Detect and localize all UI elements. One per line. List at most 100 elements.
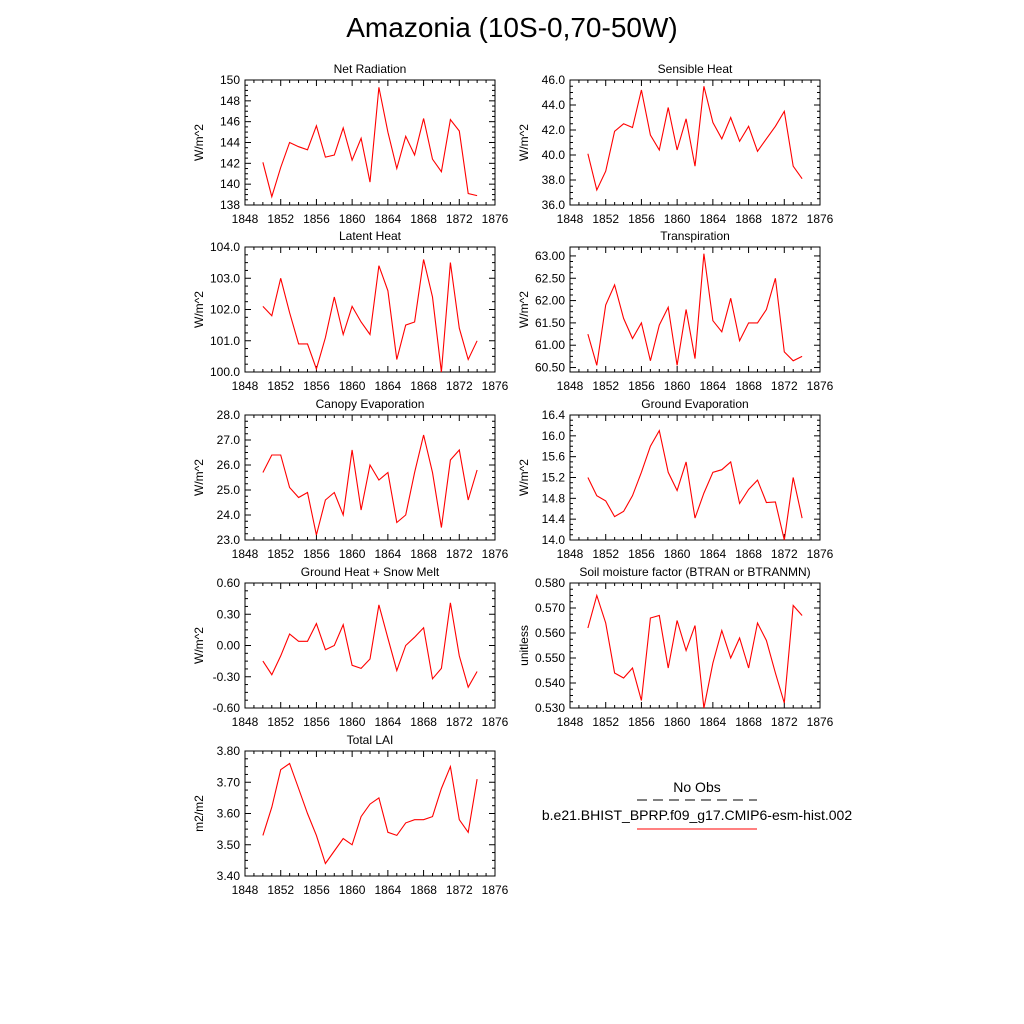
x-tick-label: 1876 xyxy=(807,212,834,226)
plot-frame xyxy=(569,582,821,709)
y-tick-label: 140 xyxy=(220,177,240,191)
panel-title: Ground Evaporation xyxy=(641,397,748,411)
x-tick-label: 1872 xyxy=(446,379,473,393)
panel-title: Latent Heat xyxy=(339,229,402,243)
panel-6: Ground Evaporation W/m^2 14.0 14.4 14.8 15.2 1… xyxy=(517,397,834,561)
x-tick-label: 1876 xyxy=(807,379,834,393)
x-tick-label: 1868 xyxy=(410,883,437,897)
x-tick-label: 1864 xyxy=(375,212,402,226)
x-tick-label: 1860 xyxy=(339,883,366,897)
panel-title: Canopy Evaporation xyxy=(316,397,425,411)
plot-frame xyxy=(569,79,821,206)
x-tick-label: 1860 xyxy=(664,379,691,393)
series-line xyxy=(262,762,478,865)
y-tick-label: 15.2 xyxy=(542,471,566,485)
y-axis-label: W/m^2 xyxy=(517,291,531,328)
x-tick-label: 1848 xyxy=(557,547,584,561)
y-axis-label: W/m^2 xyxy=(517,124,531,161)
x-tick-label: 1856 xyxy=(303,379,330,393)
y-tick-label: 62.50 xyxy=(535,271,565,285)
panel-1: Net Radiation W/m^2 138 140 142 144 146 148 150 1… xyxy=(192,62,509,226)
x-tick-label: 1872 xyxy=(446,547,473,561)
y-tick-label: 42.0 xyxy=(542,123,566,137)
panel-title: Sensible Heat xyxy=(658,62,733,76)
y-tick-label: 44.0 xyxy=(542,98,566,112)
panel-3: Latent Heat W/m^2 100.0 101.0 102.0 103.0 104.… xyxy=(192,229,509,393)
x-tick-label: 1856 xyxy=(628,715,655,729)
series-line xyxy=(587,593,803,709)
y-tick-label: 3.50 xyxy=(217,838,241,852)
series-line xyxy=(587,253,803,366)
x-tick-label: 1860 xyxy=(664,715,691,729)
y-tick-label: 142 xyxy=(220,156,240,170)
panel-2: Sensible Heat W/m^2 36.0 38.0 40.0 42.0 44.0 46… xyxy=(517,62,834,226)
y-tick-label: 63.00 xyxy=(535,249,565,263)
x-tick-label: 1860 xyxy=(339,379,366,393)
x-tick-label: 1864 xyxy=(700,379,727,393)
x-tick-label: 1852 xyxy=(267,883,294,897)
x-tick-label: 1868 xyxy=(410,547,437,561)
panel-title: Total LAI xyxy=(347,733,394,747)
x-tick-label: 1860 xyxy=(339,547,366,561)
x-tick-label: 1872 xyxy=(446,883,473,897)
figure-title: Amazonia (10S-0,70-50W) xyxy=(346,12,678,43)
x-tick-label: 1876 xyxy=(482,212,509,226)
x-tick-label: 1860 xyxy=(339,715,366,729)
panel-title: Ground Heat + Snow Melt xyxy=(301,565,440,579)
x-tick-label: 1852 xyxy=(267,547,294,561)
y-tick-label: 38.0 xyxy=(542,173,566,187)
y-tick-label: 61.50 xyxy=(535,316,565,330)
x-tick-label: 1868 xyxy=(735,715,762,729)
panel-9: Total LAI m2/m2 3.40 3.50 3.60 3.70 3.80 1848 18… xyxy=(192,733,509,897)
x-tick-label: 1860 xyxy=(339,212,366,226)
x-tick-label: 1868 xyxy=(410,379,437,393)
x-tick-label: 1852 xyxy=(267,379,294,393)
y-tick-label: 3.60 xyxy=(217,807,241,821)
x-tick-label: 1864 xyxy=(375,379,402,393)
x-tick-label: 1864 xyxy=(700,715,727,729)
x-tick-label: 1852 xyxy=(592,715,619,729)
x-tick-label: 1864 xyxy=(375,547,402,561)
y-tick-label: 62.00 xyxy=(535,294,565,308)
x-tick-label: 1868 xyxy=(735,379,762,393)
legend-model: b.e21.BHIST_BPRP.f09_g17.CMIP6-esm-hist.… xyxy=(497,807,897,823)
y-tick-label: 100.0 xyxy=(210,365,240,379)
x-tick-label: 1848 xyxy=(557,379,584,393)
y-tick-label: 23.0 xyxy=(217,533,241,547)
y-tick-label: 103.0 xyxy=(210,271,240,285)
y-tick-label: 46.0 xyxy=(542,73,566,87)
series-line xyxy=(587,429,803,541)
plot-frame xyxy=(244,414,496,541)
x-tick-label: 1852 xyxy=(267,212,294,226)
x-tick-label: 1876 xyxy=(807,547,834,561)
y-tick-label: -0.30 xyxy=(213,670,241,684)
panel-7: Ground Heat + Snow Melt W/m^2 -0.60 -0.30 0.… xyxy=(192,565,509,729)
x-tick-label: 1852 xyxy=(592,547,619,561)
y-axis-label: m2/m2 xyxy=(192,795,206,832)
x-tick-label: 1860 xyxy=(664,547,691,561)
y-tick-label: 0.550 xyxy=(535,651,565,665)
y-axis-label: W/m^2 xyxy=(192,459,206,496)
x-tick-label: 1848 xyxy=(557,212,584,226)
series-line xyxy=(262,87,478,199)
x-tick-label: 1848 xyxy=(557,715,584,729)
panel-8: Soil moisture factor (BTRAN or BTRANMN) u… xyxy=(517,565,834,729)
plot-frame xyxy=(244,79,496,206)
y-tick-label: 148 xyxy=(220,94,240,108)
y-axis-label: W/m^2 xyxy=(192,291,206,328)
y-tick-label: 24.0 xyxy=(217,508,241,522)
y-tick-label: 27.0 xyxy=(217,433,241,447)
x-tick-label: 1868 xyxy=(735,547,762,561)
legend-obs-label: No Obs xyxy=(673,779,721,795)
panel-title: Soil moisture factor (BTRAN or BTRANMN) xyxy=(579,565,810,579)
y-tick-label: 101.0 xyxy=(210,334,240,348)
x-tick-label: 1864 xyxy=(375,715,402,729)
x-tick-label: 1876 xyxy=(482,547,509,561)
y-tick-label: 3.70 xyxy=(217,775,241,789)
y-tick-label: 144 xyxy=(220,136,240,150)
legend-obs-line xyxy=(637,799,757,801)
plot-frame xyxy=(569,414,821,541)
x-tick-label: 1868 xyxy=(735,212,762,226)
y-tick-label: 36.0 xyxy=(542,198,566,212)
